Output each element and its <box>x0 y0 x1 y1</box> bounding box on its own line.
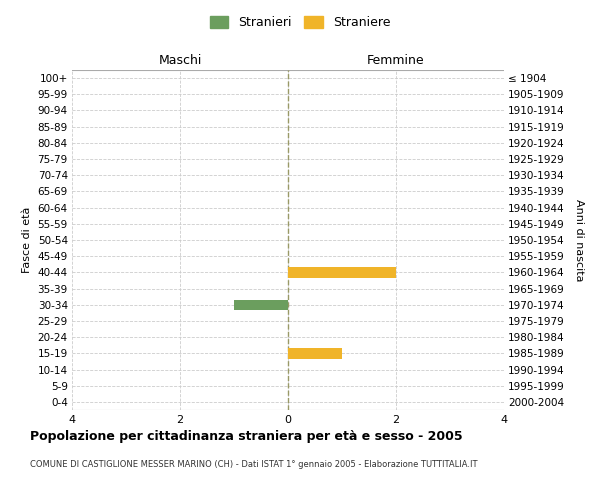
Text: Femmine: Femmine <box>367 54 425 67</box>
Bar <box>288 348 342 358</box>
Text: Maschi: Maschi <box>158 54 202 67</box>
Legend: Stranieri, Straniere: Stranieri, Straniere <box>205 11 395 34</box>
Bar <box>234 300 288 310</box>
Text: COMUNE DI CASTIGLIONE MESSER MARINO (CH) - Dati ISTAT 1° gennaio 2005 - Elaboraz: COMUNE DI CASTIGLIONE MESSER MARINO (CH)… <box>30 460 478 469</box>
Bar <box>288 267 396 278</box>
Y-axis label: Anni di nascita: Anni di nascita <box>574 198 584 281</box>
Y-axis label: Fasce di età: Fasce di età <box>22 207 32 273</box>
Text: Popolazione per cittadinanza straniera per età e sesso - 2005: Popolazione per cittadinanza straniera p… <box>30 430 463 443</box>
